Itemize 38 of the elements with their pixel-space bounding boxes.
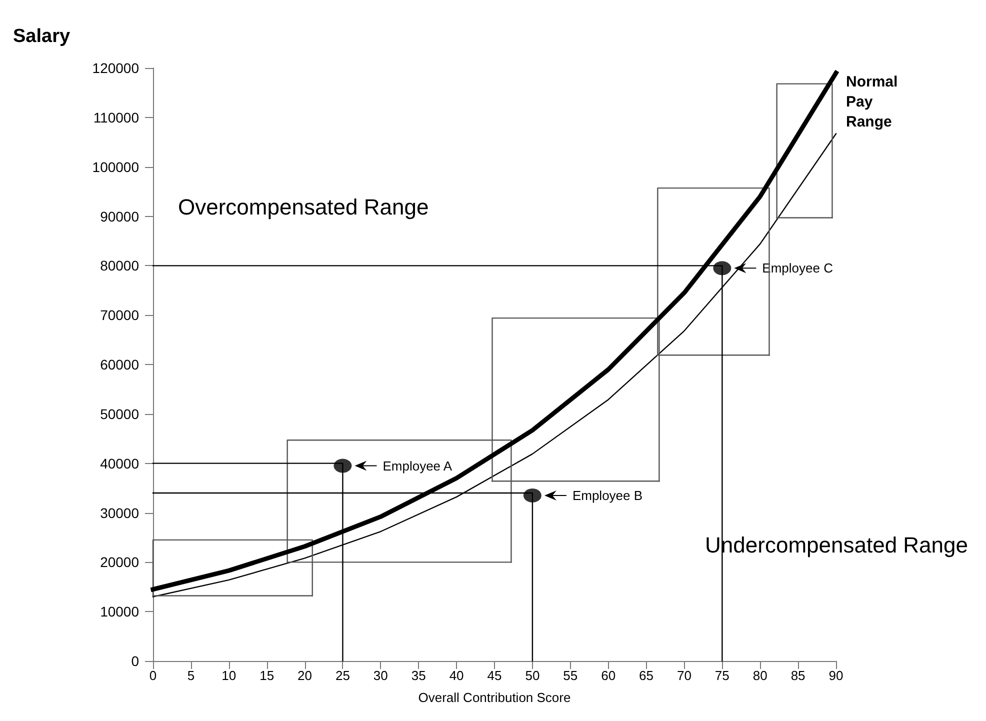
annotation: Normal Pay Range	[846, 73, 898, 130]
x-tick-label: 25	[335, 668, 350, 683]
y-tick-label: 40000	[100, 455, 140, 472]
y-axis-title: Salary	[13, 26, 70, 47]
x-tick-label: 40	[449, 668, 464, 683]
x-tick-label: 90	[828, 668, 844, 683]
x-tick-label: 20	[298, 668, 312, 683]
y-tick-label: 120000	[92, 60, 140, 76]
y-tick-label: 30000	[100, 504, 140, 521]
y-tick-label: 50000	[100, 406, 140, 422]
x-tick-label: 30	[373, 668, 388, 683]
y-tick-label: 0	[131, 653, 140, 669]
x-tick-label: 0	[149, 668, 157, 683]
x-tick-label: 75	[714, 668, 730, 683]
x-tick-label: 45	[487, 668, 502, 683]
y-tick-label: 70000	[100, 307, 140, 324]
x-tick-label: 70	[676, 668, 692, 683]
y-tick-label: 20000	[100, 554, 140, 570]
x-tick-label: 65	[639, 668, 654, 683]
annotation: Employee A	[382, 458, 452, 474]
y-tick-label: 90000	[100, 208, 140, 224]
x-tick-label: 15	[260, 668, 274, 683]
x-tick-label: 80	[752, 668, 768, 683]
x-tick-label: 85	[790, 668, 806, 683]
y-tick-label: 80000	[100, 258, 140, 274]
x-axis-title: Overall Contribution Score	[418, 690, 571, 705]
x-tick-label: 55	[563, 668, 578, 683]
y-tick-label: 60000	[100, 356, 140, 372]
x-tick-label: 35	[411, 668, 426, 683]
annotation: Employee B	[572, 488, 643, 503]
y-tick-label: 10000	[100, 604, 140, 620]
x-tick-label: 60	[601, 668, 616, 683]
y-tick-label: 110000	[93, 109, 140, 126]
x-tick-label: 5	[187, 668, 195, 683]
x-tick-label: 50	[525, 668, 540, 683]
y-tick-label: 100000	[92, 158, 140, 175]
x-tick-label: 10	[222, 668, 236, 683]
annotation: Overcompensated Range	[178, 194, 429, 220]
